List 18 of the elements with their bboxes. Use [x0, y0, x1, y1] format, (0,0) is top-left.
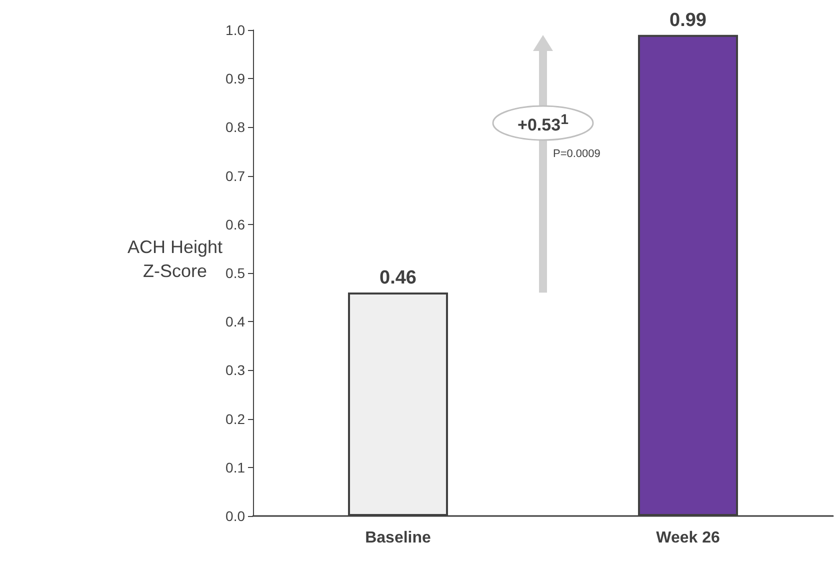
y-tick-label: 0.8: [226, 119, 246, 136]
annotation: +0.53$^{1}$: [516, 112, 570, 136]
y-tick-label: 0.3: [226, 362, 246, 378]
annotation: P=0.0009: [553, 148, 600, 160]
y-tick-label: 0.9: [226, 70, 246, 87]
y-axis-title: ACH Height Z-Score: [127, 237, 223, 281]
y-tick-label: 0.6: [226, 216, 246, 232]
y-tick-label: 0.5: [226, 265, 246, 281]
y-tick-label: 0.4: [226, 314, 246, 330]
data-label: 0.46: [380, 267, 416, 288]
y-tick-label: 0.2: [226, 410, 246, 427]
y-tick-label: 0.1: [226, 459, 246, 476]
data-label: 0.99: [670, 10, 706, 31]
y-tick-label: 0.0: [226, 508, 246, 524]
x-tick-label: Week 26: [656, 530, 720, 546]
y-tick-label: 0.7: [226, 168, 246, 184]
y-tick-label: 1.0: [226, 22, 246, 38]
x-tick-label: Baseline: [365, 530, 432, 546]
